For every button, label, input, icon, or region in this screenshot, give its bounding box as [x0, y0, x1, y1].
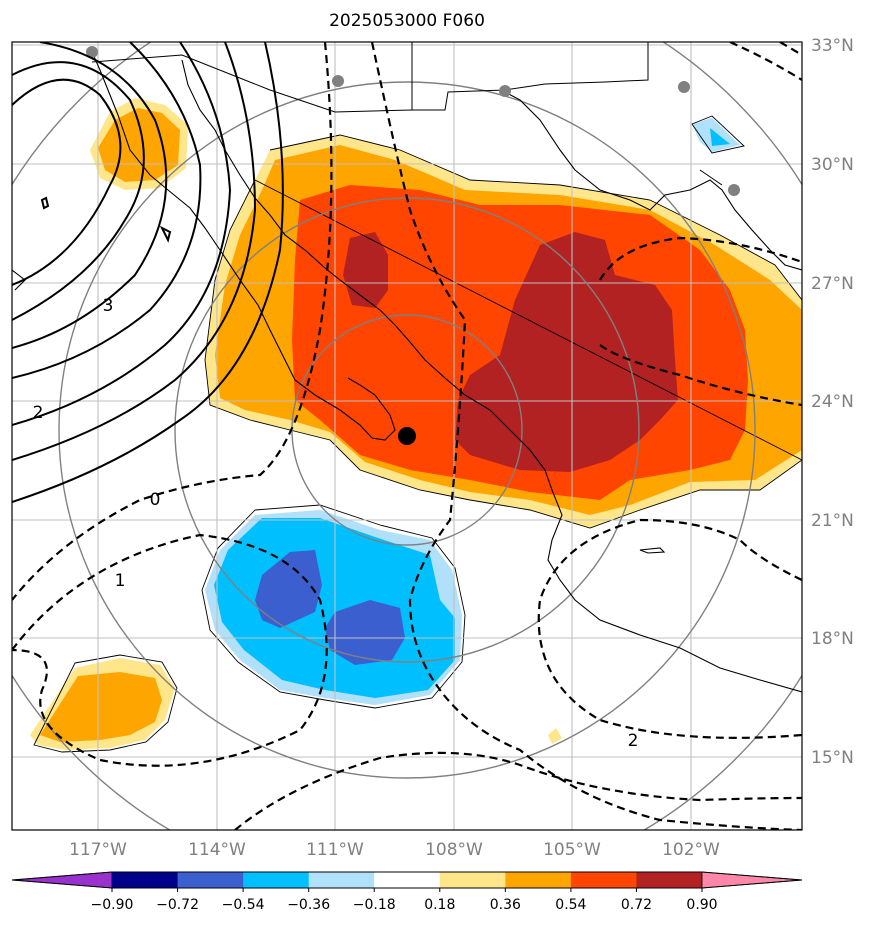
- colorbar-tick-label: 0.54: [555, 897, 586, 913]
- colorbar-segment: [243, 872, 310, 888]
- lat-label-30: 30°N: [811, 155, 854, 175]
- lon-label-111: 111°W: [306, 840, 364, 860]
- colorbar-tick-label: −0.90: [91, 897, 134, 913]
- colorbar-segment: [636, 872, 703, 888]
- fill-neg3-east: [325, 600, 405, 665]
- colorbar: −0.90 −0.72 −0.54 −0.36 −0.18 0.18 0.36 0.54 0.7…: [11, 871, 803, 913]
- fill-pos4-east: [455, 232, 678, 472]
- colorbar-segment: [374, 872, 441, 888]
- map-title: 2025053000 F060: [329, 11, 485, 31]
- longitude-labels: 117°W 114°W 111°W 108°W 105°W 102°W: [69, 840, 720, 860]
- fill-neg2-ne-speck: [710, 128, 730, 146]
- map-frame: [11, 41, 803, 831]
- colorbar-segment: [439, 872, 506, 888]
- lat-label-27: 27°N: [811, 274, 854, 294]
- lat-label-15: 15°N: [811, 748, 854, 768]
- colorbar-tick-label: −0.36: [287, 897, 330, 913]
- lon-label-108: 108°W: [425, 840, 483, 860]
- colorbar-segment: [112, 872, 179, 888]
- colorbar-tick-label: 0.36: [490, 897, 521, 913]
- map-area: 3 2 0 1 2: [12, 42, 802, 830]
- contour-label-2-dashed: 2: [628, 731, 639, 751]
- storm-center-dot: [398, 427, 416, 445]
- lon-label-117: 117°W: [69, 840, 127, 860]
- dashed-contours: [12, 42, 802, 830]
- political-borders: [91, 42, 723, 186]
- lon-label-102: 102°W: [662, 840, 720, 860]
- solid-contours: [12, 42, 284, 503]
- latitude-labels: 33°N 30°N 27°N 24°N 21°N 18°N 15°N: [811, 36, 854, 768]
- fill-pos2-sw: [40, 672, 162, 742]
- colorbar-tick-label: 0.72: [621, 897, 652, 913]
- colorbar-segment: [570, 872, 637, 888]
- colorbar-extend-low: [11, 871, 113, 889]
- fill-neg3-west: [255, 550, 322, 628]
- colorbar-tick-label: −0.18: [353, 897, 396, 913]
- fill-pos1-speck: [548, 728, 562, 744]
- colorbar-segment: [177, 872, 244, 888]
- lon-label-114: 114°W: [188, 840, 246, 860]
- fill-pos4-gulf: [343, 232, 388, 308]
- colorbar-extend-high: [701, 871, 803, 889]
- lat-label-33: 33°N: [811, 36, 854, 56]
- contour-label-1: 1: [115, 571, 126, 591]
- colorbar-segment: [308, 872, 375, 888]
- lat-label-18: 18°N: [811, 629, 854, 649]
- coastlines: [12, 51, 802, 693]
- contour-label-0: 0: [150, 490, 161, 510]
- station-markers: [86, 46, 740, 196]
- positive-anomaly-fill: [30, 98, 802, 750]
- colorbar-tick-label: −0.72: [156, 897, 199, 913]
- lat-label-21: 21°N: [811, 511, 854, 531]
- colorbar-segment: [505, 872, 572, 888]
- colorbar-tick-label: −0.54: [222, 897, 265, 913]
- lat-label-24: 24°N: [811, 392, 854, 412]
- colorbar-tick-label: 0.90: [686, 897, 717, 913]
- contour-label-2: 2: [33, 403, 44, 423]
- contour-labels: 3 2 0 1 2: [33, 296, 639, 751]
- lon-label-105: 105°W: [543, 840, 601, 860]
- contour-label-3: 3: [103, 296, 114, 316]
- colorbar-tick-label: 0.18: [424, 897, 455, 913]
